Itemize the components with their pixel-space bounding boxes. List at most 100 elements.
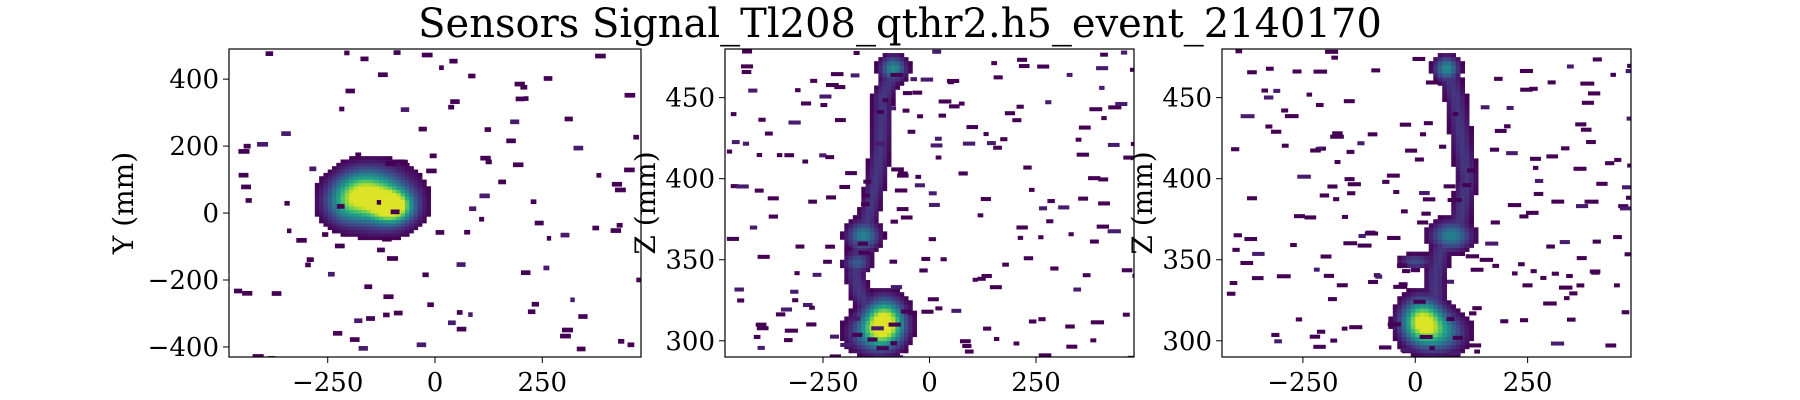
heatmap-cell bbox=[353, 226, 359, 231]
heatmap-cell bbox=[353, 176, 359, 180]
heatmap-cell bbox=[392, 176, 397, 180]
heatmap-cell bbox=[357, 196, 363, 200]
heatmap-cell bbox=[344, 233, 350, 237]
heatmap-cell bbox=[379, 186, 384, 190]
heatmap-cell bbox=[366, 223, 371, 227]
heatmap-cell bbox=[392, 206, 397, 210]
heatmap-cell bbox=[332, 216, 337, 221]
heatmap-cell bbox=[396, 159, 401, 164]
noise-cell bbox=[450, 99, 460, 104]
heatmap-cell bbox=[366, 182, 371, 187]
noise-cell bbox=[468, 312, 473, 317]
heatmap-cell bbox=[336, 199, 341, 204]
noise-cell bbox=[531, 301, 540, 307]
heatmap-cell bbox=[409, 189, 414, 194]
heatmap-cell bbox=[387, 166, 393, 170]
heatmap-cell bbox=[357, 219, 363, 224]
noise-cell bbox=[421, 52, 433, 58]
heatmap-cell bbox=[392, 186, 397, 190]
heatmap-cell bbox=[400, 199, 406, 204]
heatmap-cell bbox=[374, 233, 380, 237]
heatmap-cell bbox=[392, 229, 397, 234]
heatmap-cell bbox=[349, 169, 354, 174]
heatmap-cell bbox=[332, 209, 337, 214]
heatmap-cell bbox=[366, 189, 371, 194]
heatmap-cell bbox=[357, 223, 363, 227]
heatmap-cell bbox=[336, 213, 341, 217]
heatmap-cell bbox=[387, 169, 393, 174]
heatmap-cell bbox=[400, 192, 406, 197]
heatmap-cell bbox=[374, 169, 380, 174]
noise-cell bbox=[468, 73, 476, 79]
heatmap-cell bbox=[332, 186, 337, 190]
heatmap-cell bbox=[383, 233, 389, 237]
heatmap-cell bbox=[366, 196, 371, 200]
heatmap-cell bbox=[404, 206, 410, 210]
heatmap-cell bbox=[349, 186, 354, 190]
heatmap-cell bbox=[404, 166, 410, 170]
heatmap-cell bbox=[323, 186, 329, 190]
heatmap-cell bbox=[366, 172, 371, 177]
heatmap-cell bbox=[349, 179, 354, 184]
heatmap-cell bbox=[409, 209, 414, 214]
heatmap-cell bbox=[332, 229, 337, 234]
heatmap-cell bbox=[413, 206, 419, 210]
heatmap-cell bbox=[344, 192, 350, 197]
heatmap-cell bbox=[332, 199, 337, 204]
heatmap-cell bbox=[332, 189, 337, 194]
heatmap-cell bbox=[357, 209, 363, 214]
heatmap-cell bbox=[374, 179, 380, 184]
heatmap-cell bbox=[392, 172, 397, 177]
heatmap-cell bbox=[417, 179, 423, 184]
heatmap-cell bbox=[357, 159, 363, 164]
heatmap-cell bbox=[344, 203, 350, 207]
heatmap-cell bbox=[314, 203, 320, 207]
heatmap-cell bbox=[336, 216, 341, 221]
heatmap-cell bbox=[344, 162, 350, 167]
heatmap-cell bbox=[362, 182, 367, 187]
heatmap-cell bbox=[336, 229, 341, 234]
heatmap-cell bbox=[314, 206, 320, 210]
noise-cell bbox=[296, 238, 307, 243]
heatmap-cell bbox=[413, 172, 419, 177]
heatmap-cell bbox=[409, 199, 414, 204]
heatmap-cell bbox=[319, 199, 324, 204]
noise-cell bbox=[515, 96, 525, 102]
heatmap-cell bbox=[379, 229, 384, 234]
heatmap-cell bbox=[349, 182, 354, 187]
heatmap-cell bbox=[353, 196, 359, 200]
heatmap-cell bbox=[392, 236, 397, 241]
heatmap-cell bbox=[379, 213, 384, 217]
heatmap-cell bbox=[336, 162, 341, 167]
heatmap-cell bbox=[383, 176, 389, 180]
noise-cell bbox=[271, 291, 282, 296]
noise-cell bbox=[427, 302, 434, 308]
heatmap-cell bbox=[353, 159, 359, 164]
heatmap-cell bbox=[392, 199, 397, 204]
heatmap-cell bbox=[374, 209, 380, 214]
heatmap-cell bbox=[319, 203, 324, 207]
heatmap-cell bbox=[413, 209, 419, 214]
heatmap-cell bbox=[383, 189, 389, 194]
heatmap-cell bbox=[396, 206, 401, 210]
heatmap-cell bbox=[383, 206, 389, 210]
heatmap-cell bbox=[357, 156, 363, 160]
heatmap-cell bbox=[349, 209, 354, 214]
heatmap-cell bbox=[353, 206, 359, 210]
heatmap-cell bbox=[332, 206, 337, 210]
noise-cell bbox=[344, 50, 350, 56]
heatmap-cell bbox=[404, 182, 410, 187]
heatmap-cell bbox=[409, 192, 414, 197]
heatmap-cell bbox=[379, 172, 384, 177]
heatmap-cell bbox=[336, 219, 341, 224]
heatmap-cell bbox=[349, 226, 354, 231]
heatmap-cell bbox=[409, 223, 414, 227]
heatmap-cell bbox=[327, 206, 333, 210]
heatmap-cell bbox=[413, 182, 419, 187]
heatmap-cell bbox=[400, 213, 406, 217]
x-tick-label: 0 bbox=[427, 368, 444, 398]
noise-cell bbox=[561, 327, 573, 333]
noise-cell bbox=[618, 338, 625, 344]
heatmap-cell bbox=[422, 199, 427, 204]
